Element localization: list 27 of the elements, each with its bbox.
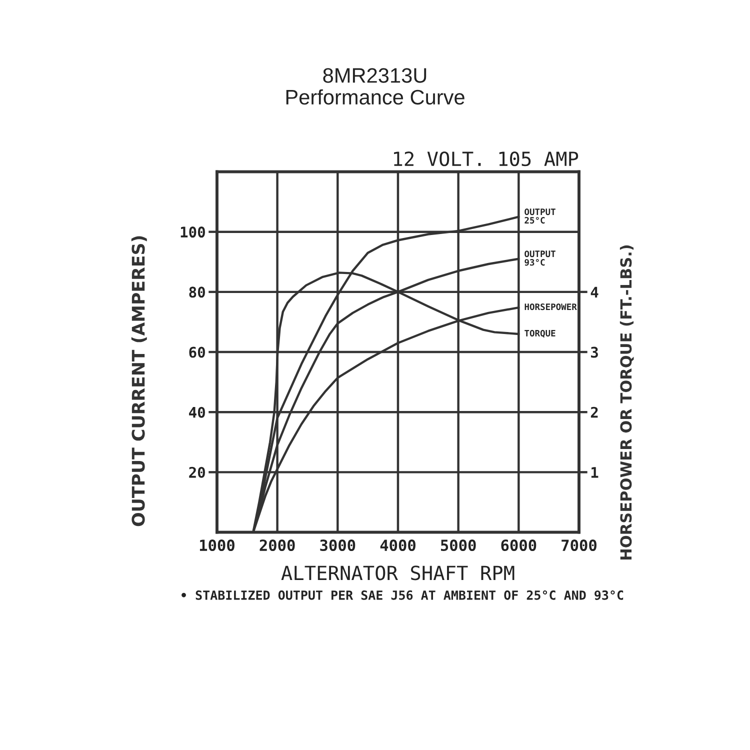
- y2-tick-label: 2: [590, 406, 598, 418]
- x-tick-label: 5000: [440, 539, 476, 552]
- x-tick-label: 3000: [320, 539, 356, 552]
- y-tick-label: 60: [189, 346, 205, 358]
- y2-tick-label: 3: [591, 346, 598, 358]
- y-axis-title: OUTPUT CURRENT (AMPERES): [131, 236, 147, 526]
- y-tick-label: 20: [189, 466, 205, 478]
- x-axis-title: ALTERNATOR SHAFT RPM: [281, 566, 514, 580]
- y2-axis-title: HORSEPOWER OR TORQUE (FT.-LBS.): [620, 245, 634, 560]
- y-tick-label: 80: [189, 286, 205, 298]
- x-tick-label: 2000: [260, 539, 295, 552]
- y2-tick-label: 1: [591, 467, 598, 478]
- x-tick-label: 7000: [562, 539, 596, 552]
- series-label: OUTPUT 93°C: [524, 250, 556, 266]
- x-tick-label: 1000: [200, 539, 234, 552]
- series-label: TORQUE: [524, 330, 556, 338]
- x-tick-label: 4000: [380, 539, 416, 552]
- y-tick-label: 40: [189, 406, 205, 418]
- x-tick-label: 6000: [501, 539, 536, 552]
- series-label: OUTPUT 25°C: [524, 208, 556, 224]
- chart-title: 8MR2313U: [323, 68, 426, 83]
- y-tick-label: 100: [180, 226, 205, 238]
- chart-subtitle: Performance Curve: [286, 89, 464, 105]
- text: 12 VOLT. 105 AMP: [394, 151, 578, 166]
- text: • STABILIZED OUTPUT PER SAE J56 AT AMBIENT OF 25°C AND 93°C: [182, 590, 624, 600]
- series-label: HORSEPOWER: [524, 303, 577, 310]
- y2-tick-label: 4: [590, 286, 598, 298]
